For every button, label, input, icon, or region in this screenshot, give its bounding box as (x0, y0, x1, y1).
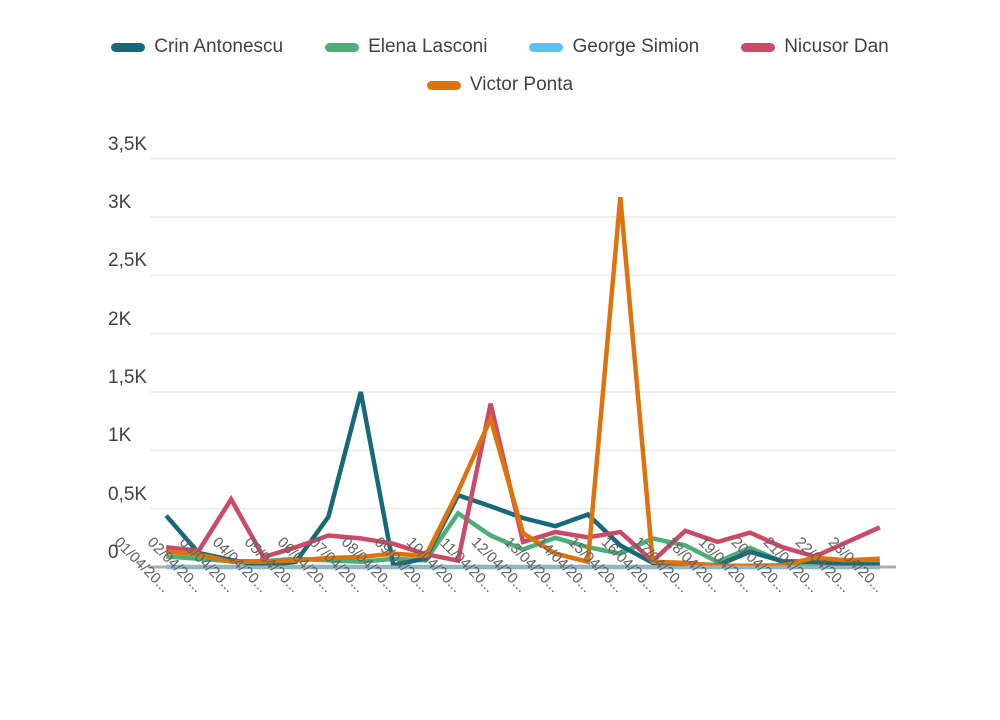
series-line-nicusor-dan[interactable] (165, 403, 881, 565)
y-axis-label: 0,5K (108, 483, 148, 505)
y-axis-label: 0 (108, 542, 119, 563)
series-line-victor-ponta[interactable] (166, 197, 880, 569)
legend-swatch-icon (426, 80, 461, 90)
chart-legend: Crin Antonescu Elena Lasconi George Simion… (0, 36, 1000, 112)
legend-item-nicusor-dan[interactable]: Nicusor Dan (741, 36, 889, 58)
legend-item-victor-ponta[interactable]: Victor Ponta (426, 74, 574, 96)
legend-row-1: Crin Antonescu Elena Lasconi George Simion… (0, 36, 1000, 58)
y-axis-label: 2K (108, 308, 132, 330)
legend-item-elena-lasconi[interactable]: Elena Lasconi (325, 36, 487, 58)
legend-item-george-simion[interactable]: George Simion (529, 36, 699, 58)
legend-item-crin-antonescu[interactable]: Crin Antonescu (111, 36, 283, 58)
series-line-crin-antonescu[interactable] (164, 391, 880, 569)
legend-row-2: Victor Ponta (0, 74, 1000, 96)
y-axis-label: 1K (108, 425, 132, 447)
legend-swatch-icon (741, 42, 776, 52)
y-axis-label: 1,5K (108, 367, 148, 388)
legend-swatch-icon (111, 42, 146, 52)
y-axis-label: 3,5K (108, 133, 148, 155)
legend-label: Victor Ponta (469, 74, 574, 95)
legend-swatch-icon (325, 42, 360, 52)
legend-swatch-icon (529, 42, 564, 52)
legend-label: Elena Lasconi (368, 36, 488, 57)
legend-label: George Simion (572, 36, 700, 57)
legend-label: Crin Antonescu (154, 36, 284, 57)
y-axis-label: 3K (108, 192, 132, 214)
y-axis-label: 2,5K (108, 250, 148, 272)
legend-label: Nicusor Dan (784, 36, 889, 57)
